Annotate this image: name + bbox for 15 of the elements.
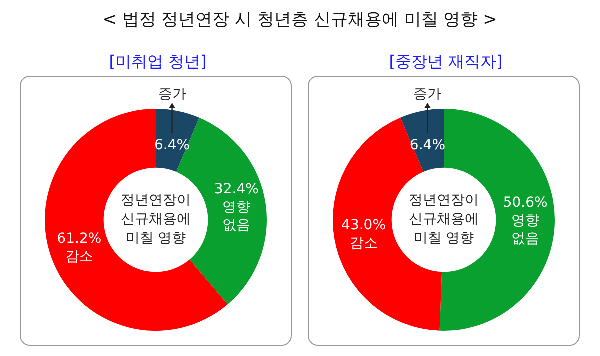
data-label: 61.2% (57, 230, 102, 247)
slice-label: 증가 (414, 86, 442, 103)
slice-label: 영향 없음 (512, 213, 540, 248)
text: 정년연장이 신규채용에 미칠 영향 (121, 192, 191, 247)
chart-title: < 법정 정년연장 시 청년층 신규채용에 미칠 영향 > (102, 9, 498, 31)
slice-label: 감소 (350, 235, 378, 252)
data-label: 43.0% (342, 217, 386, 234)
data-label: 32.4% (214, 181, 259, 198)
chart-subtitle: [미취업 청년] (108, 51, 208, 73)
data-label: 50.6% (503, 195, 548, 212)
slice-label: 증가 (158, 86, 186, 103)
text: 정년연장이 신규채용에 미칠 영향 (409, 192, 479, 247)
chart-subtitle: [중장년 재직자] (388, 51, 504, 73)
slice-label: 감소 (65, 248, 94, 265)
slice-label: 영향 없음 (222, 199, 251, 234)
